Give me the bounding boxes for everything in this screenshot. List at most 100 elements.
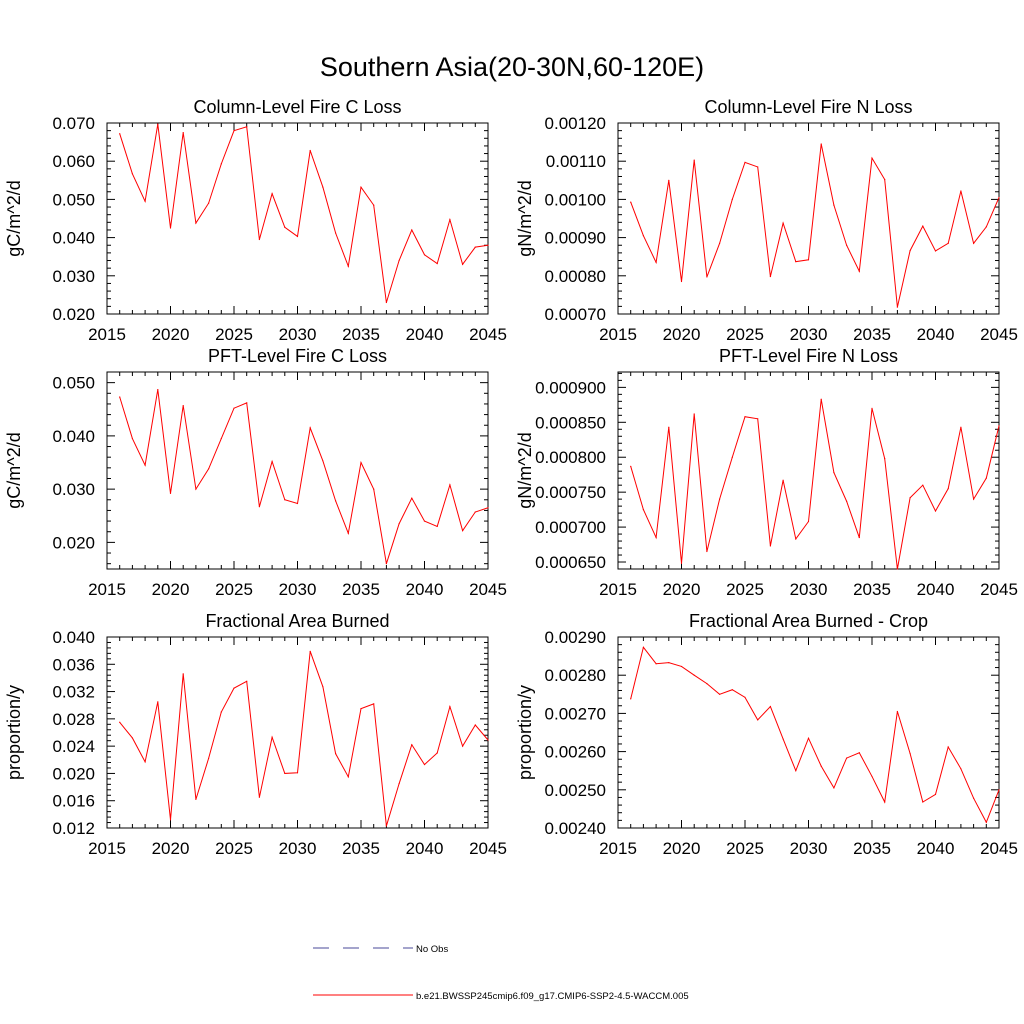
data-point [896,306,899,308]
data-point [947,746,949,748]
y-tick-label: 0.040 [52,427,95,446]
data-point [630,698,632,700]
data-point [284,499,286,501]
data-point [474,246,476,248]
y-tick-label: 0.00290 [545,628,606,647]
x-tick-label: 2045 [469,580,507,599]
data-point [833,471,835,474]
y-tick-label: 0.040 [52,229,95,248]
y-tick-label: 0.032 [52,683,95,702]
data-point [182,131,184,134]
data-point [246,680,248,682]
data-point [335,232,337,234]
data-point [411,744,413,746]
model-series-line [119,389,489,564]
data-point [195,488,197,490]
data-point [693,159,695,161]
x-tick-label: 2015 [599,325,637,344]
data-point [119,396,121,398]
x-tick-label: 2015 [88,325,126,344]
x-tick-label: 2030 [790,580,828,599]
data-point [398,259,400,262]
y-tick-label: 0.016 [52,792,95,811]
data-point [858,752,860,754]
x-tick-label: 2040 [406,325,444,344]
data-point [373,204,375,206]
data-point [769,705,772,708]
data-point [246,126,248,128]
y-tick-label: 0.00120 [545,114,606,133]
x-tick-label: 2025 [215,325,253,344]
y-tick-label: 0.00270 [545,704,606,723]
y-tick-label: 0.040 [52,628,95,647]
data-point [985,477,987,479]
model-series-line [119,124,489,303]
plot-frame [617,122,1000,315]
data-point [719,693,721,695]
legend-obs-label: No Obs [416,944,448,955]
y-tick-label: 0.030 [52,267,95,286]
data-point [858,536,860,539]
data-point [630,465,632,467]
data-point [833,787,835,789]
x-tick-label: 2020 [663,839,701,858]
data-point [436,262,438,265]
data-point [909,249,911,252]
x-tick-label: 2020 [152,580,190,599]
data-point [144,464,146,466]
data-point [258,506,260,508]
panel-title: PFT-Level Fire N Loss [719,346,898,366]
data-point [195,798,197,800]
data-point [462,530,464,532]
data-point [630,201,632,203]
data-point [744,696,746,698]
data-point [795,261,797,263]
data-point [820,765,822,767]
data-point [985,821,987,823]
data-point [347,776,349,778]
data-point [296,502,299,505]
data-point [487,244,489,246]
data-point [462,263,464,265]
x-tick-label: 2040 [917,580,955,599]
data-point [322,460,324,462]
data-point [322,186,324,188]
x-tick-label: 2020 [152,325,190,344]
data-point [411,229,413,231]
y-tick-label: 0.036 [52,655,95,674]
data-point [998,196,1000,199]
data-point [960,768,962,770]
legend: No Obs b.e21.BWSSP245cmip6.f09_g17.CMIP6-… [313,944,689,1002]
data-point [655,663,657,665]
y-tick-label: 0.000800 [535,448,606,467]
data-point [271,736,273,738]
x-tick-label: 2025 [215,839,253,858]
panel-title: PFT-Level Fire C Loss [208,346,387,366]
data-point [157,701,159,703]
data-point [169,819,172,821]
data-point [706,550,708,553]
y-tick-label: 0.024 [52,737,95,756]
x-tick-label: 2045 [980,580,1018,599]
data-point [360,708,362,710]
data-point [719,242,721,244]
model-series-line [630,399,1000,570]
data-point [131,437,133,440]
data-point [960,426,962,428]
x-tick-label: 2015 [88,580,126,599]
data-point [998,425,1000,427]
model-series-line [119,651,489,827]
data-point [693,674,695,676]
data-point [668,426,670,428]
data-point [182,404,184,407]
data-point [208,202,210,204]
data-point [474,724,476,726]
data-point [744,161,746,163]
y-tick-label: 0.00240 [545,819,606,838]
x-tick-label: 2015 [88,839,126,858]
data-point [960,190,962,192]
x-tick-label: 2025 [726,580,764,599]
panel-1: Column-Level Fire C Loss gC/m^2/d 2015 2020… [4,97,507,344]
data-point [884,178,886,181]
data-point [373,488,375,490]
